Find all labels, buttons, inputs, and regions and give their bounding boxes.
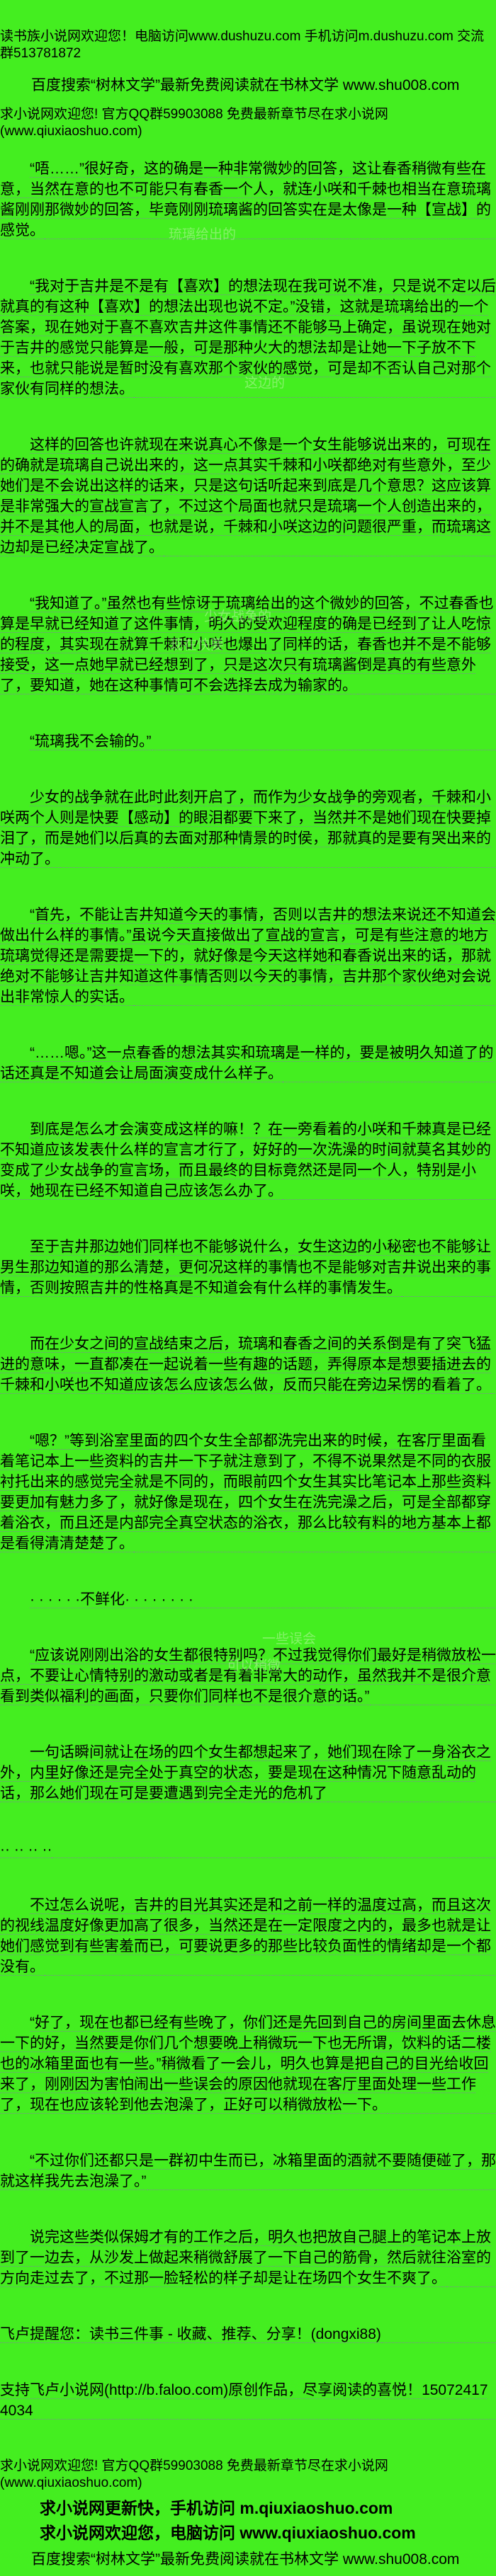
novel-paragraph: “不过你们还都只是一群初中生而已，冰箱里面的酒就不要随便碰了，那就这样我先去泡澡… <box>0 2153 496 2189</box>
faloo-support-line: 支持飞卢小说网(http://b.faloo.com)原创作品，尽享阅读的喜悦！… <box>0 2382 488 2419</box>
novel-paragraph: 而在少女之间的宣战结束之后，琉璃和春香之间的关系倒是有了突飞猛进的意味，一直都凑… <box>0 1336 491 1393</box>
junk-separator: · · · · · ·不鲜化· · · · · · · · <box>30 1591 193 1608</box>
site-footer-shu008: 百度搜索“树林文学”最新免费阅读就在书林文学 www.shu008.com <box>31 2551 460 2568</box>
chapter-body: “唔……”很好奇，这的确是一种非常微妙的回答，这让春香稍微有些在意，当然在意的也… <box>0 159 496 2421</box>
faloo-reminder: 飞卢提醒您：读书三件事 - 收藏、推荐、分享！(dongxi88) <box>0 2326 381 2342</box>
novel-paragraph: “唔……”很好奇，这的确是一种非常微妙的回答，这让春香稍微有些在意，当然在意的也… <box>0 161 491 239</box>
site-header-dushuzu: 读书族小说网欢迎您！电脑访问www.dushuzu.com 手机访问m.dush… <box>0 29 485 61</box>
novel-paragraph: “琉璃我不会输的。” <box>30 733 152 750</box>
novel-paragraph: “我知道了。”虽然也有些惊讶于琉璃给出的这个微妙的回答，不过春香也算是早就已经知… <box>0 595 494 694</box>
novel-paragraph: 至于吉井那边她们同样也不能够说什么，女生这边的小秘密也不能够让男生那边知道的那么… <box>0 1239 491 1296</box>
novel-paragraph: 一句话瞬间就让在场的四个女生都想起来了，她们现在除了一身浴衣之外，内里好像还是完… <box>0 1744 491 1802</box>
site-footer-qiuxiaoshuo: 求小说网欢迎您! 官方QQ群59903088 免费最新章节尽在求小说网(www.… <box>0 2458 388 2490</box>
novel-paragraph: 这样的回答也许就现在来说真心不像是一个女生能够说出来的，可现在的确就是琉璃自己说… <box>0 437 491 556</box>
novel-paragraph: 少女的战争就在此时此刻开启了，而作为少女战争的旁观者，千棘和小咲两个人则是快要【… <box>0 789 491 867</box>
novel-paragraph: “我对于吉井是不是有【喜欢】的想法现在我可说不准，只是说不定以后就真的有这种【喜… <box>0 278 496 397</box>
site-header-shu008: 百度搜索“树林文学”最新免费阅读就在书林文学 www.shu008.com <box>31 77 460 93</box>
novel-paragraph: “……嗯。”这一点春香的想法其实和琉璃是一样的，要是被明久知道了的话还真是不知道… <box>0 1045 494 1082</box>
novel-paragraph: 到底是怎么才会演变成这样的嘛！？在一旁看着的小咲和千棘真是已经不知道应该发表什么… <box>0 1121 491 1199</box>
novel-paragraph: 说完这些类似保姆才有的工作之后，明久也把放自己腿上的笔记本上放到了一边去，从沙发… <box>0 2229 491 2286</box>
novel-paragraph: “好了，现在也都已经有些晚了，你们还是先回到自己的房间里面去休息一下的好，当然要… <box>0 2015 496 2113</box>
novel-paragraph: “嗯？”等到浴室里面的四个女生全部都洗完出来的时候，在客厅里面看着笔记本上一些资… <box>0 1433 491 1552</box>
novel-paragraph: “首先，不能让吉井知道今天的事情，否则以吉井的想法来说还不知道会做出什么样的事情… <box>0 907 496 1005</box>
novel-paragraph: 不过怎么说呢，吉井的目光其实还是和之前一样的温度过高，而且这次的视线温度好像更加… <box>0 1897 491 1975</box>
site-footer-mobile-link: 求小说网更新快，手机访问 m.qiuxiaoshuo.com <box>40 2499 393 2517</box>
site-header-qiuxiaoshuo: 求小说网欢迎您! 官方QQ群59903088 免费最新章节尽在求小说网(www.… <box>0 107 388 139</box>
dots-separator: ·· ·· ·· ·· <box>0 1841 52 1857</box>
novel-paragraph: “应该说刚刚出浴的女生都很特别吗？不过我觉得你们最好是稍微放松一点，不要让心情特… <box>0 1647 496 1705</box>
site-footer-pc-link: 求小说网欢迎您，电脑访问 www.qiuxiaoshuo.com <box>40 2524 416 2542</box>
